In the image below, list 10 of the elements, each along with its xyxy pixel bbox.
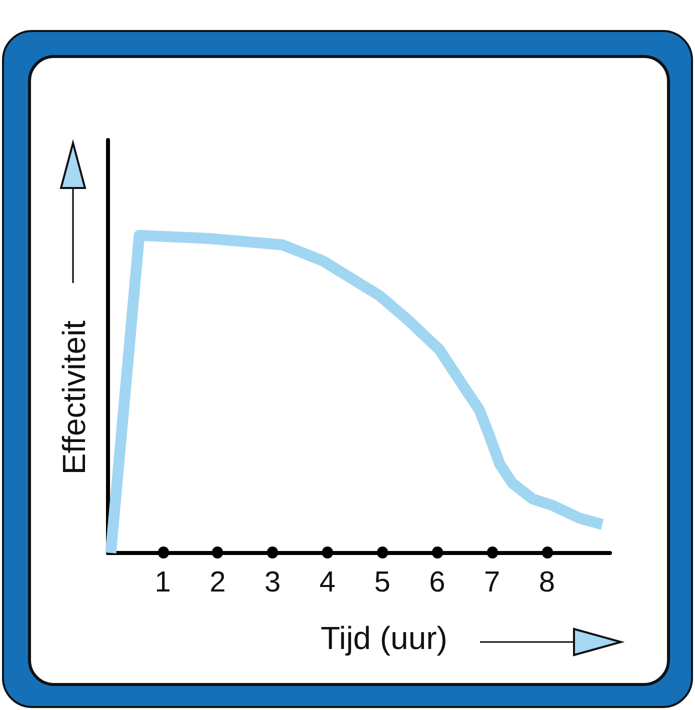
x-tick-label: 2: [210, 566, 226, 598]
x-tick-label: 7: [484, 566, 500, 598]
x-tick-label: 4: [319, 566, 336, 598]
x-tick-label: 1: [154, 566, 171, 598]
x-tick-label: 8: [538, 566, 555, 598]
x-tick-label: 6: [429, 566, 446, 598]
y-axis-title: Effectiviteit: [56, 320, 92, 475]
x-tick-label: 5: [374, 566, 390, 598]
x-axis-title: Tijd (uur): [320, 620, 448, 656]
x-tick-label: 3: [264, 566, 281, 598]
